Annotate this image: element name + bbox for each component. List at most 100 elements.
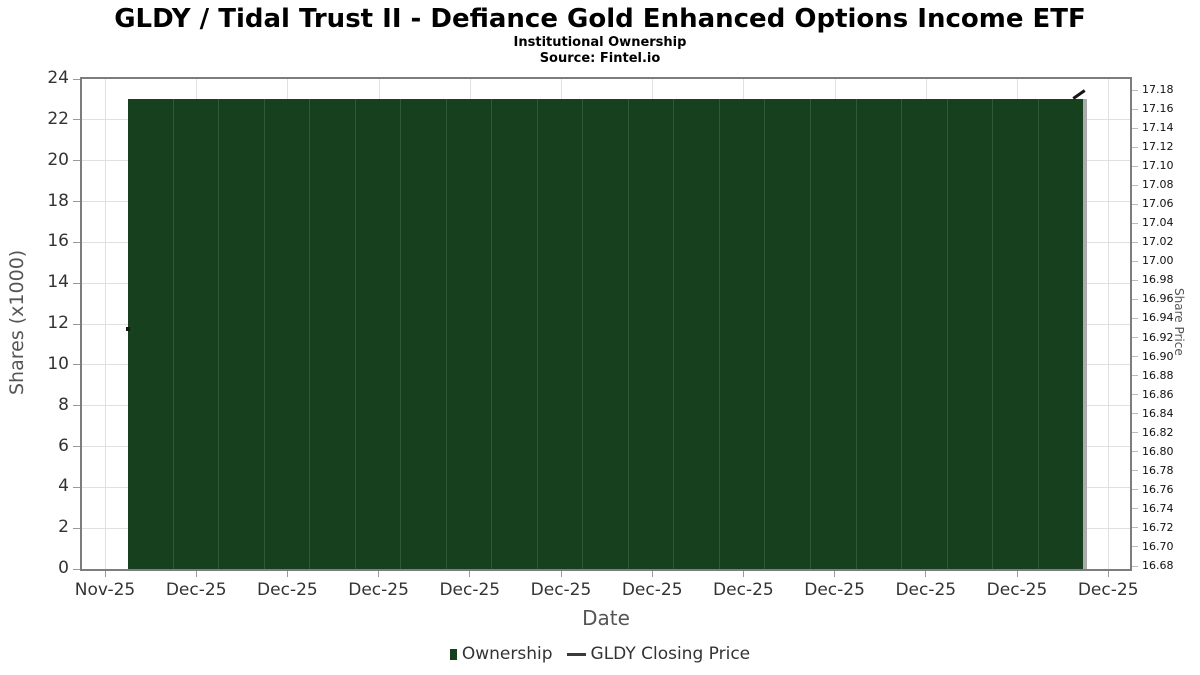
x-axis-tick [469,571,471,577]
right-axis-tick [1132,508,1138,510]
right-axis-tick [1132,241,1138,243]
right-axis-tick-label: 16.86 [1142,387,1174,401]
ownership-bar [309,99,355,569]
legend-item-ownership[interactable]: Ownership [449,644,553,664]
right-axis-tick-label: 16.92 [1142,330,1174,344]
y-axis-tick-label: 14 [47,272,69,293]
y-axis-tick-label: 0 [58,558,69,578]
ownership-bar [491,99,537,569]
legend-label-closing-price: GLDY Closing Price [590,644,751,664]
right-axis-tick [1132,565,1138,567]
right-axis-tick-label: 16.94 [1142,311,1174,325]
right-axis-tick [1132,451,1138,453]
right-axis-tick [1132,222,1138,224]
v-gridline [1108,79,1110,569]
right-axis-tick [1132,317,1138,319]
right-axis-tick-label: 16.96 [1142,292,1174,306]
x-axis-tick [925,571,927,577]
y-axis-tick-label: 8 [58,394,69,415]
x-axis-tick-label: Dec-25 [713,580,774,600]
right-axis-tick-label: 16.70 [1142,539,1174,553]
x-axis-tick [834,571,836,577]
right-axis-tick [1132,375,1138,377]
x-axis-tick [1016,571,1018,577]
right-axis-tick-label: 17.14 [1142,121,1174,135]
y-axis-tick-label: 20 [47,149,69,170]
right-axis-tick-label: 17.04 [1142,216,1174,230]
x-axis-tick [378,571,380,577]
price-series-marker-icon [566,652,586,656]
ownership-bar [400,99,446,569]
x-axis-tick [1107,571,1109,577]
y-axis-tick [73,201,80,202]
right-axis-tick [1132,356,1138,358]
y-axis-tick-label: 12 [47,313,69,333]
right-axis-tick-label: 17.18 [1142,83,1174,96]
right-axis-tick-label: 16.90 [1142,349,1174,363]
right-axis-tick-label: 16.76 [1142,482,1174,496]
chart-title: GLDY / Tidal Trust II - Defiance Gold En… [114,4,1086,34]
right-axis-tick [1132,203,1138,205]
x-axis-tick-label: Nov-25 [74,580,136,600]
y-axis-tick-label: 4 [58,476,69,497]
right-axis-tick [1132,165,1138,167]
right-axis-tick-label: 17.02 [1142,235,1174,249]
right-axis-tick [1132,337,1138,339]
x-axis-tick-label: Dec-25 [257,580,318,600]
price-line-start-marker [126,327,130,331]
ownership-bar [809,99,856,569]
x-axis-tick [286,571,288,577]
right-axis-tick [1132,546,1138,548]
x-axis-tick-label: Dec-25 [804,580,865,600]
x-axis-tick-label: Dec-25 [530,580,592,600]
y-axis-tick [73,119,80,121]
y-axis-tick [73,323,80,325]
legend-item-closing-price[interactable]: GLDY Closing Price [566,644,751,664]
right-axis-tick [1132,394,1138,396]
y-axis-tick [73,446,80,447]
x-axis-tick-label: Dec-25 [1077,580,1139,600]
ownership-bar [445,99,492,569]
x-axis-tick [651,571,653,577]
y-axis-tick [73,78,80,80]
x-axis-tick-label: Dec-25 [439,580,501,600]
y-axis-tick-label: 22 [47,108,69,129]
ownership-bar [901,99,947,569]
right-axis-tick-label: 16.84 [1142,406,1174,420]
ownership-bar [1037,99,1084,569]
ownership-bar [627,99,674,569]
x-axis-tick [104,571,106,577]
x-axis-tick [742,571,744,577]
y-axis-tick [73,568,80,570]
right-axis-tick-label: 17.00 [1142,254,1174,268]
ownership-bar [128,99,173,569]
v-gridline [105,79,106,569]
ownership-series-marker-icon [449,648,457,660]
right-axis-tick [1132,108,1138,110]
right-axis-tick-label: 16.80 [1142,444,1174,458]
x-axis-tick-label: Dec-25 [986,580,1048,600]
right-axis-tick-label: 16.72 [1142,520,1174,534]
right-axis-tick-label: 16.98 [1142,273,1174,287]
right-axis-title: Share Price [1172,288,1186,356]
y-axis-tick-label: 18 [47,190,69,211]
y-axis-tick [73,160,80,162]
right-axis-tick [1132,470,1138,472]
y-axis-tick [73,364,80,366]
ownership-bar [536,99,583,569]
y-axis-tick-label: 10 [47,353,69,374]
x-axis-tick [560,571,562,577]
right-axis-tick [1132,184,1138,186]
right-axis-tick-label: 17.16 [1142,102,1174,116]
right-axis-tick [1132,489,1138,491]
right-axis-tick [1132,279,1138,281]
ownership-bar-series [128,79,1084,569]
bar-series-shadow [1083,99,1087,569]
y-axis-tick-label: 24 [47,68,69,88]
y-axis-tick-label: 6 [58,435,69,456]
right-axis-tick [1132,146,1138,148]
x-axis-tick-label: Dec-25 [165,580,227,600]
x-axis-title: Date [582,606,630,630]
right-axis-tick-label: 17.06 [1142,197,1174,211]
